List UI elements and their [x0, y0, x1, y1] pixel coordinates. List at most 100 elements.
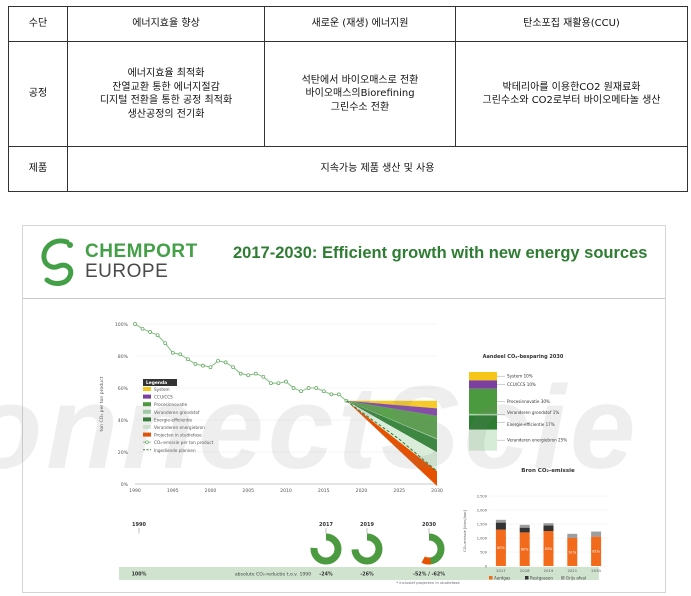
chemport-logo-icon	[41, 238, 74, 286]
bar-data-label: 80%	[497, 546, 505, 550]
source-bar-chart: Bron CO₂-emissie 2,500 2,000 1,500 1,000 500 0…	[463, 468, 608, 580]
y-tick-label: 20%	[118, 450, 129, 456]
co2-emissie-point	[193, 362, 198, 366]
co2-emissie-point	[223, 360, 228, 365]
x-tick-label: 2005	[242, 488, 254, 494]
source-bar-segment	[591, 536, 602, 566]
milestone-value: -24%	[319, 572, 333, 578]
co2-emissie-point	[329, 392, 334, 397]
legend-item: Procesinnovatie	[154, 402, 188, 407]
milestone-year: 1990	[132, 522, 146, 528]
co2-emissie-point	[178, 352, 183, 357]
co2-emissie-point	[306, 386, 311, 390]
legend-swatch	[143, 409, 151, 414]
cell-line: 에너지효율 최적화	[127, 68, 205, 79]
y-tick-label: 500	[480, 551, 488, 555]
source-legend-swatch	[489, 576, 493, 580]
source-legend-label: Grijs afval	[566, 575, 586, 580]
source-bar-segment	[591, 531, 602, 537]
x-tick-label: 2019	[544, 568, 554, 573]
reduction-wedge-5	[346, 400, 437, 472]
co2-emissie-point	[201, 363, 205, 368]
legend-point-swatch	[145, 440, 149, 444]
reduction-band	[119, 567, 599, 580]
share-segment	[469, 415, 497, 430]
source-chart-title: Bron CO₂-emissie	[521, 468, 575, 474]
process-cell-efficiency: 에너지효율 최적화 잔열교환 통한 에너지절감 디지털 전환을 통한 공정 최적…	[67, 41, 265, 147]
legend-title: Legenda	[146, 380, 167, 386]
table-row-product: 제품 지속가능 제품 생산 및 사용	[8, 146, 688, 192]
co2-emissie-point	[170, 350, 175, 355]
logo-line2: EUROPE	[85, 261, 169, 282]
x-tick-label: 2000	[205, 488, 217, 494]
y-tick-label: 100%	[115, 322, 129, 328]
process-cell-renewable: 석탄에서 바이오매스로 전환 바이오매스의Biorefining 그린수소 전환	[264, 41, 456, 147]
co2-emissie-point	[299, 389, 303, 394]
share-label: Veranderen grondstof 1%	[507, 410, 559, 415]
x-tick-label: 1990	[129, 488, 141, 494]
cell-line: 박테리아를 이용한CO2 원재료화	[502, 81, 641, 93]
cell-line: 바이오매스의Biorefining	[305, 88, 415, 100]
row-label-product: 제품	[8, 146, 68, 192]
legend-item: CCU/CCS	[154, 395, 173, 400]
legend-title-box	[143, 379, 177, 386]
x-tick-label: 2010	[280, 488, 292, 494]
source-bar-segment	[543, 523, 554, 526]
co2-emissie-point	[291, 386, 296, 390]
x-tick-label: 1995	[167, 488, 179, 494]
bar-data-label: 81%	[592, 550, 600, 554]
donut-projecten	[413, 533, 445, 565]
x-tick-label: 2030	[431, 488, 443, 494]
reduction-wedge-2	[346, 400, 437, 439]
y-tick-label: 1,500	[477, 523, 488, 527]
share-segment	[469, 413, 497, 416]
co2-emissie-point	[246, 373, 251, 378]
y-tick-label: 2,000	[477, 509, 488, 513]
bar-data-label: 83%	[545, 547, 553, 551]
co2-emissie-point	[284, 379, 288, 384]
co2-emissie-point	[276, 381, 281, 386]
legend-item: Ingediende plannen	[154, 448, 196, 453]
co2-emissie-point	[321, 389, 326, 394]
milestone-year: 2019	[360, 522, 374, 528]
chemport-slide: CHEMPORT EUROPE 2017-2030: Efficient gro…	[22, 225, 666, 593]
legend-swatch	[143, 417, 151, 422]
cell-line: 디지털 전환을 통한 공정 최적화	[99, 95, 233, 106]
y-tick-label: 0	[485, 565, 488, 569]
cell-line: 그린수소 전환	[330, 101, 390, 113]
share-segment	[469, 388, 497, 414]
x-tick-label: 2021	[567, 568, 577, 573]
footnote: * inclusief projecten in studiefase	[396, 580, 460, 585]
source-bar-segment	[495, 529, 506, 566]
bar-data-label: 80%	[521, 548, 529, 552]
product-cell: 지속가능 제품 생산 및 사용	[67, 146, 688, 192]
co2-emissie-point	[261, 374, 266, 379]
legend-item: System	[154, 387, 170, 392]
y-tick-label: 60%	[118, 386, 129, 392]
donut-remaining	[351, 533, 383, 565]
x-tick-label: 2017	[496, 568, 506, 573]
co2-emissie-point	[231, 365, 235, 370]
co2-emissie-point	[148, 330, 152, 334]
legend-swatch	[143, 394, 151, 399]
share-label: Energie-efficientie 17%	[507, 422, 555, 427]
co2-emissie-point	[269, 381, 273, 386]
legend-swatch	[143, 387, 151, 391]
reduction-wedge-1	[346, 400, 437, 416]
share-label: CCU/CCS 10%	[507, 382, 536, 387]
share-label: System 10%	[507, 374, 533, 379]
watermark: onnectScie	[0, 362, 640, 494]
share-chart-title: Aandeel CO₂-besparing 2030	[483, 354, 564, 360]
share-segment	[469, 429, 497, 451]
co2-emissie-point	[253, 371, 258, 376]
source-bar-segment	[519, 524, 530, 528]
row-label-process: 공정	[8, 41, 68, 147]
logo-line1: CHEMPORT	[85, 241, 198, 262]
header-cell-ccu: 탄소포집 재활용(CCU)	[455, 6, 688, 42]
legend-item: Energie-efficientie	[154, 417, 193, 422]
legend-item: Projecten in studiefase	[154, 433, 202, 438]
source-bar-segment	[567, 533, 578, 538]
title-divider	[23, 298, 665, 299]
header-cell-renewable-energy: 새로운 (재생) 에너지원	[264, 6, 456, 42]
y-tick-label: 40%	[118, 418, 129, 424]
